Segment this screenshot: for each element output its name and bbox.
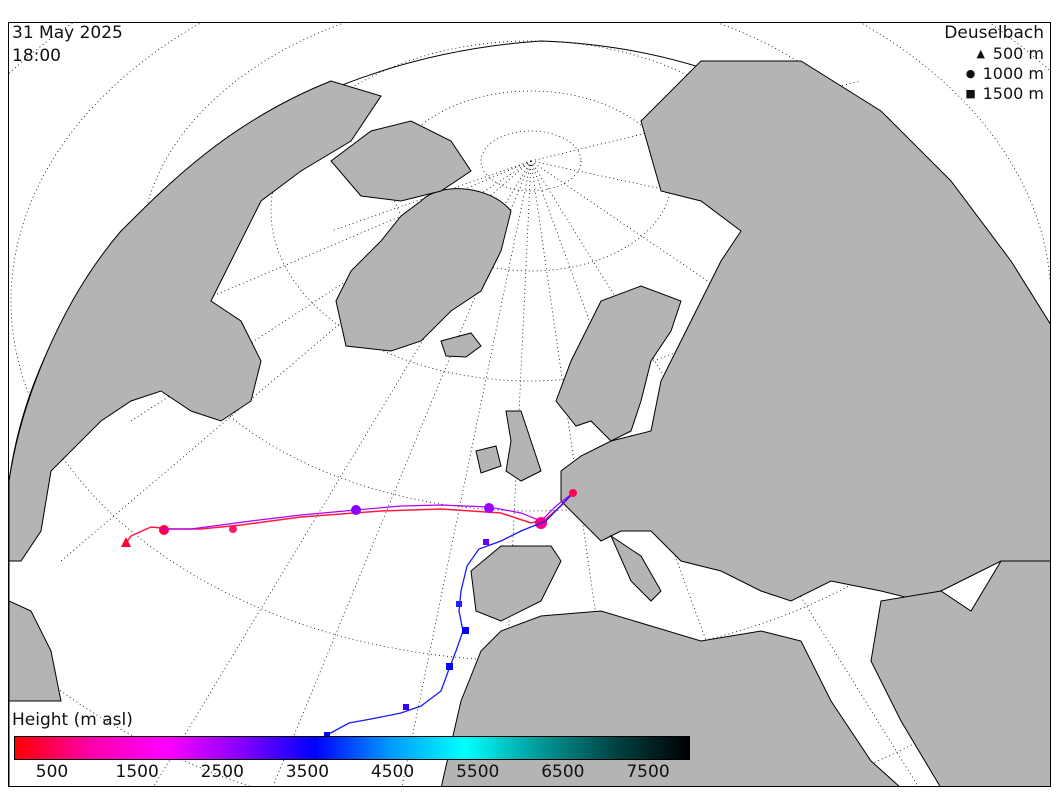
trajectory-1000m: [161, 492, 574, 530]
eurasia: [560, 60, 1050, 602]
date-label: 31 May 2025: [12, 23, 123, 43]
legend-item-1500: ■ 1500 m: [944, 83, 1044, 103]
legend-item-500: ▲ 500 m: [944, 43, 1044, 63]
colorbar-tick-label: 5500: [456, 762, 500, 782]
legend-station: Deuselbach: [944, 23, 1044, 43]
trajectory-1500m-point: [462, 627, 469, 634]
colorbar-tick-label: 3500: [285, 762, 330, 782]
colorbar-tick-label: 6500: [541, 762, 585, 782]
iberia: [470, 545, 562, 622]
trajectory-500m-start-marker: [121, 537, 131, 547]
legend-item-label: 500 m: [992, 43, 1044, 63]
iceland: [440, 332, 482, 358]
legend-item-label: 1500 m: [982, 83, 1044, 103]
colorbar-ticks: 500 1500 2500 3500 4500 5500 6500 7500: [14, 762, 690, 786]
triangle-icon: ▲: [976, 46, 986, 60]
legend: Deuselbach ▲ 500 m ● 1000 m ■ 1500 m: [944, 23, 1044, 103]
colorbar-tick-label: 7500: [626, 762, 670, 782]
colorbar-tick-label: 4500: [370, 762, 415, 782]
origin-point-deuselbach: [569, 489, 577, 497]
trajectory-1500m: [324, 492, 574, 738]
colorbar-tick-label: 1500: [115, 762, 159, 782]
trajectory-map: [9, 23, 1050, 786]
north-america: [9, 80, 382, 562]
trajectory-1500m-point: [483, 539, 489, 545]
trajectory-1000m-point: [484, 503, 494, 513]
colorbar-tick-label: 500: [35, 762, 69, 782]
great-britain: [505, 410, 542, 482]
italy: [609, 534, 662, 602]
trajectory-1000m-point: [351, 505, 361, 515]
legend-item-1000: ● 1000 m: [944, 63, 1044, 83]
landmasses: [9, 60, 1050, 786]
colorbar-tick-label: 2500: [200, 762, 244, 782]
map-frame: [8, 22, 1051, 787]
ireland: [475, 445, 502, 474]
time-label: 18:00: [12, 46, 61, 66]
trajectory-1500m-point: [456, 601, 462, 607]
arctic-islands: [330, 120, 472, 202]
square-icon: ■: [965, 86, 976, 100]
west-corner-land: [9, 600, 62, 702]
scandinavia: [555, 285, 682, 442]
trajectory-500m-point: [159, 525, 169, 535]
trajectory-1500m-point: [403, 704, 409, 710]
colorbar-title: Height (m asl): [12, 710, 133, 730]
colorbar: [14, 736, 690, 760]
arabia: [870, 560, 1050, 786]
trajectory-1500m-point: [446, 663, 453, 670]
trajectory-500m-point: [229, 525, 237, 533]
trajectory-1500m-point: [324, 732, 330, 738]
legend-item-label: 1000 m: [982, 63, 1044, 83]
circle-icon: ●: [965, 66, 976, 80]
